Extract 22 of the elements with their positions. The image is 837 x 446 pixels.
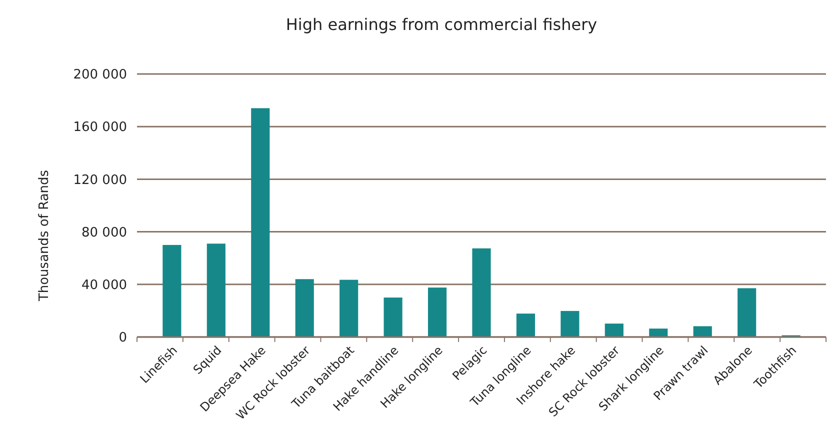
bar — [428, 288, 447, 337]
bar — [604, 324, 624, 337]
y-tick-label: 160 000 — [73, 120, 127, 136]
bar — [693, 326, 712, 337]
y-tick-label: 200 000 — [73, 68, 127, 83]
bar — [384, 298, 402, 337]
bar — [738, 288, 756, 337]
y-tick-label: 0 — [118, 330, 127, 346]
bar — [340, 280, 358, 337]
y-axis-title: Thousands of Rands — [37, 170, 52, 302]
bar — [295, 279, 314, 337]
y-tick-label: 120 000 — [73, 172, 127, 188]
bar — [516, 314, 536, 337]
bar — [472, 248, 491, 337]
chart-title: High earnings from commercial fishery — [286, 15, 598, 34]
bar — [162, 244, 182, 337]
y-tick-label: 80 000 — [82, 225, 127, 240]
bar — [649, 328, 668, 337]
bar — [251, 108, 270, 337]
bar — [560, 310, 580, 337]
y-tick-label: 40 000 — [82, 278, 127, 293]
bar — [206, 244, 226, 337]
